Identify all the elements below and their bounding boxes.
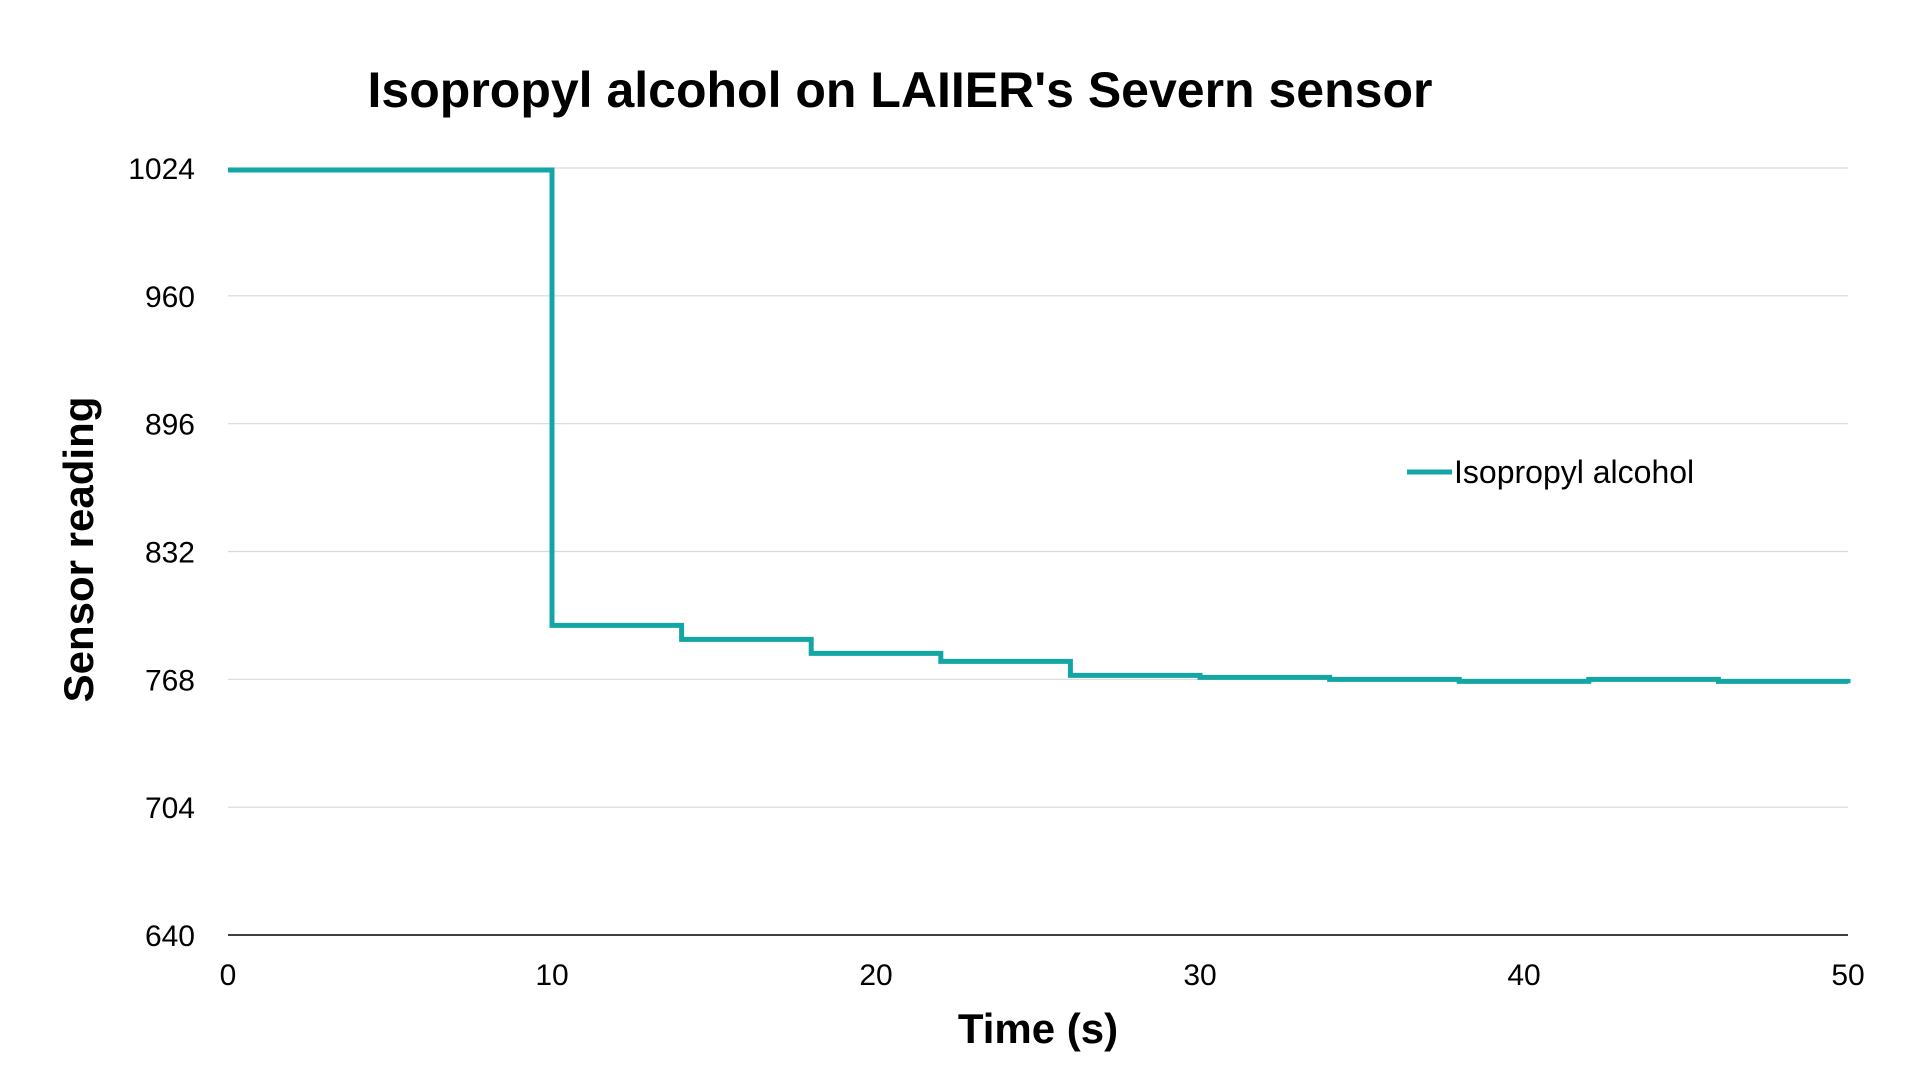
series-layer bbox=[228, 167, 1851, 684]
x-tick-labels: 0 10 20 30 40 50 bbox=[220, 959, 1865, 992]
y-tick-label: 768 bbox=[145, 664, 195, 697]
x-tick-label: 10 bbox=[535, 959, 568, 992]
x-tick-label: 20 bbox=[859, 959, 892, 992]
chart-title: Isopropyl alcohol on LAIIER's Severn sen… bbox=[368, 62, 1433, 118]
y-tick-label: 704 bbox=[145, 792, 195, 825]
y-axis-title: Sensor reading bbox=[55, 397, 102, 703]
y-tick-label: 896 bbox=[145, 409, 195, 442]
x-axis-title: Time (s) bbox=[958, 1005, 1118, 1052]
x-tick-label: 50 bbox=[1831, 959, 1864, 992]
x-tick-label: 0 bbox=[220, 959, 237, 992]
y-tick-label: 832 bbox=[145, 537, 195, 570]
plot-area bbox=[228, 167, 1851, 936]
series-line-isopropyl-alcohol bbox=[228, 167, 1851, 684]
y-tick-label: 1024 bbox=[128, 153, 195, 186]
legend-label: Isopropyl alcohol bbox=[1454, 454, 1694, 490]
legend: Isopropyl alcohol bbox=[1407, 454, 1694, 490]
y-tick-labels: 640 704 768 832 896 960 1024 bbox=[128, 153, 195, 953]
y-tick-label: 640 bbox=[145, 920, 195, 953]
x-tick-label: 30 bbox=[1183, 959, 1216, 992]
y-tick-label: 960 bbox=[145, 281, 195, 314]
x-tick-label: 40 bbox=[1507, 959, 1540, 992]
